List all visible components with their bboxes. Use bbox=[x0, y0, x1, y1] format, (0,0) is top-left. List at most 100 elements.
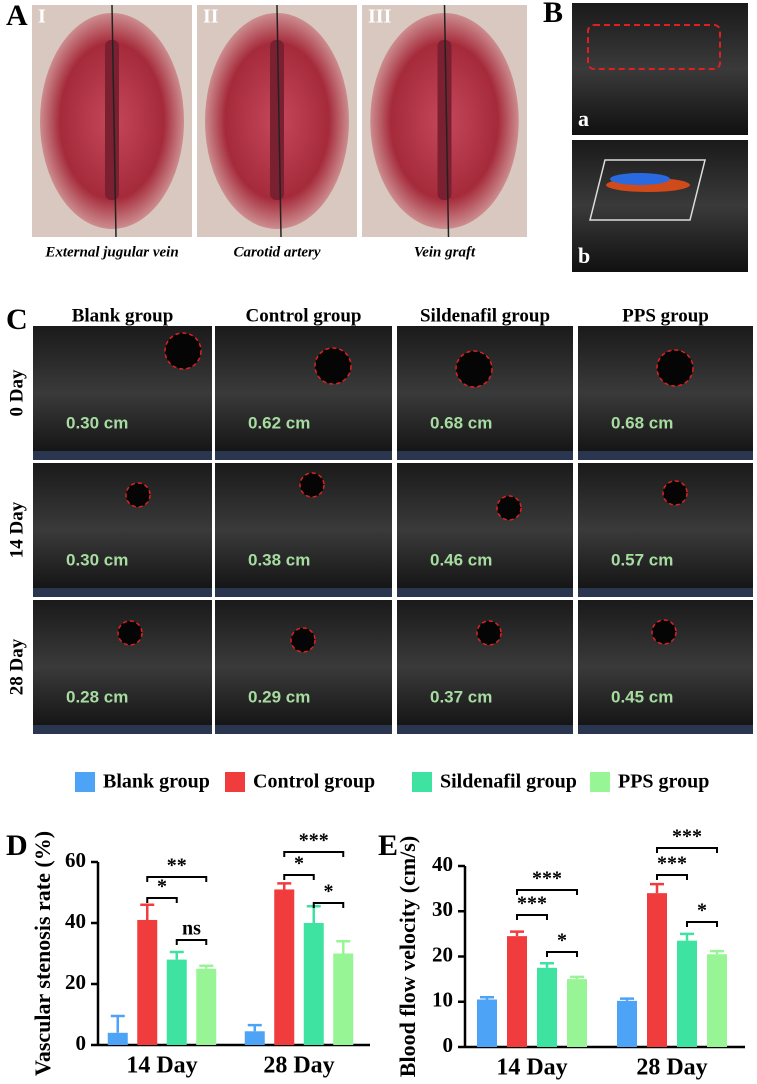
y-tick-label: 40 bbox=[65, 909, 86, 933]
error-bar bbox=[480, 995, 494, 1000]
vessel bbox=[270, 40, 284, 200]
row-label: 14 Day bbox=[6, 501, 27, 558]
y-tick-label: 20 bbox=[432, 942, 453, 966]
legend-swatch bbox=[412, 772, 432, 792]
bar bbox=[567, 979, 587, 1047]
vessel-circle bbox=[455, 350, 493, 388]
significance-bracket bbox=[516, 889, 578, 895]
bar bbox=[107, 1032, 128, 1045]
significance-label: *** bbox=[672, 826, 702, 848]
significance-label: * bbox=[557, 930, 567, 952]
significance-bracket bbox=[175, 939, 208, 945]
measurement: 0.30 cm bbox=[66, 413, 128, 432]
bar bbox=[477, 999, 497, 1047]
significance-bracket bbox=[686, 921, 718, 927]
measurement: 0.68 cm bbox=[430, 413, 492, 432]
ultrasound-footer bbox=[33, 451, 212, 460]
measurement: 0.28 cm bbox=[66, 687, 128, 706]
significance-bracket bbox=[146, 876, 208, 882]
photo-numeral: II bbox=[203, 6, 219, 28]
vessel bbox=[105, 40, 119, 200]
significance-bracket bbox=[546, 951, 578, 957]
error-bar bbox=[570, 975, 584, 980]
bar bbox=[333, 953, 354, 1045]
roi-box bbox=[587, 24, 721, 70]
significance-bracket bbox=[146, 897, 178, 903]
significance-bracket bbox=[516, 914, 548, 920]
error-bar bbox=[140, 903, 155, 920]
photo-numeral: III bbox=[368, 6, 392, 28]
bar bbox=[137, 919, 158, 1045]
panel-label: D bbox=[6, 829, 28, 862]
vessel-circle bbox=[651, 619, 677, 645]
ultrasound-image bbox=[215, 326, 392, 460]
significance-label: ** bbox=[167, 855, 187, 877]
vessel-circle bbox=[314, 347, 352, 385]
y-axis-label: Blood flow velocity (cm/s) bbox=[395, 836, 420, 1077]
suture bbox=[443, 4, 450, 238]
significance-label: ns bbox=[182, 918, 201, 940]
bar bbox=[196, 968, 217, 1045]
y-tick-label: 0 bbox=[76, 1031, 87, 1055]
ultrasound-footer bbox=[578, 451, 753, 460]
significance-bracket bbox=[283, 851, 345, 857]
legend-label: PPS group bbox=[618, 771, 709, 793]
y-tick-label: 20 bbox=[65, 970, 86, 994]
x-tick-label: 28 Day bbox=[263, 1053, 334, 1079]
x-tick-label: 14 Day bbox=[496, 1055, 567, 1081]
legend-swatch bbox=[225, 772, 245, 792]
measurement: 0.29 cm bbox=[248, 687, 310, 706]
measurement: 0.45 cm bbox=[611, 687, 673, 706]
significance-label: * bbox=[697, 900, 707, 922]
panel-label: C bbox=[6, 303, 28, 336]
vessel-circle bbox=[496, 495, 522, 521]
error-bar bbox=[680, 932, 694, 941]
image-label: b bbox=[578, 243, 590, 268]
error-bar bbox=[247, 1023, 262, 1032]
ultrasound-image bbox=[397, 326, 573, 460]
significance-label: * bbox=[157, 876, 167, 898]
bar bbox=[303, 923, 324, 1045]
significance-label: * bbox=[294, 853, 304, 875]
significance-bracket bbox=[656, 847, 718, 853]
ultrasound-image bbox=[33, 600, 212, 734]
column-header: PPS group bbox=[622, 305, 709, 326]
ultrasound-footer bbox=[215, 588, 392, 597]
ultrasound-image bbox=[397, 463, 573, 597]
doppler-box bbox=[589, 159, 706, 221]
significance-label: *** bbox=[657, 853, 687, 875]
error-bar bbox=[199, 964, 214, 969]
bar bbox=[617, 1000, 637, 1047]
vessel-circle bbox=[125, 482, 151, 508]
photo-numeral: I bbox=[38, 6, 46, 28]
vessel-circle bbox=[662, 480, 688, 506]
error-bar bbox=[620, 997, 634, 1001]
panel-label: B bbox=[543, 0, 563, 29]
bar bbox=[244, 1031, 265, 1045]
significance-label: * bbox=[324, 881, 334, 903]
measurement: 0.30 cm bbox=[66, 550, 128, 569]
legend-label: Control group bbox=[253, 771, 375, 793]
vessel-circle bbox=[299, 472, 325, 498]
vessel-circle bbox=[164, 332, 202, 370]
ultrasound-image bbox=[33, 463, 212, 597]
measurement: 0.62 cm bbox=[248, 413, 310, 432]
x-tick-label: 28 Day bbox=[636, 1055, 707, 1081]
suture bbox=[111, 4, 117, 238]
ultrasound-footer bbox=[33, 588, 212, 597]
suture bbox=[276, 4, 282, 238]
bar bbox=[537, 967, 557, 1047]
vessel-circle bbox=[656, 349, 694, 387]
ultrasound-footer bbox=[578, 725, 753, 734]
y-tick-label: 30 bbox=[432, 897, 453, 921]
vessel bbox=[437, 40, 452, 200]
row-label: 28 Day bbox=[6, 638, 27, 695]
ultrasound-image bbox=[578, 326, 753, 460]
error-bar bbox=[650, 882, 664, 894]
measurement: 0.38 cm bbox=[248, 550, 310, 569]
ultrasound-footer bbox=[215, 451, 392, 460]
photo-caption: Vein graft bbox=[414, 244, 476, 260]
significance-label: *** bbox=[532, 868, 562, 890]
error-bar bbox=[540, 962, 554, 968]
